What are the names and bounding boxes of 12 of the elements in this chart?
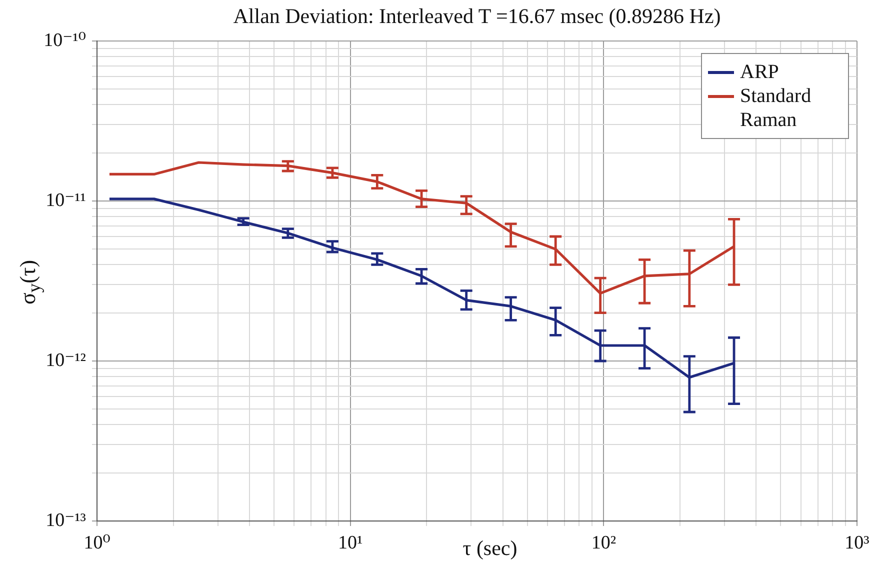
legend-label: ARP	[740, 60, 780, 84]
y-tick-label: 10⁻¹¹	[46, 190, 86, 211]
x-tick-label: 10⁰	[84, 532, 111, 554]
x-tick-label: 10³	[844, 532, 870, 554]
y-tick-label: 10⁻¹⁰	[44, 30, 86, 51]
y-tick-label: 10⁻¹²	[46, 350, 86, 371]
legend-label: Standard Raman	[740, 84, 812, 132]
x-tick-label: 10¹	[338, 532, 363, 554]
y-tick-label: 10⁻¹³	[46, 510, 86, 531]
x-tick-label: 10²	[591, 532, 616, 554]
chart-title: Allan Deviation: Interleaved T =16.67 msec (0.89286 Hz)	[232, 4, 722, 29]
x-axis-title: τ (sec)	[462, 536, 518, 561]
